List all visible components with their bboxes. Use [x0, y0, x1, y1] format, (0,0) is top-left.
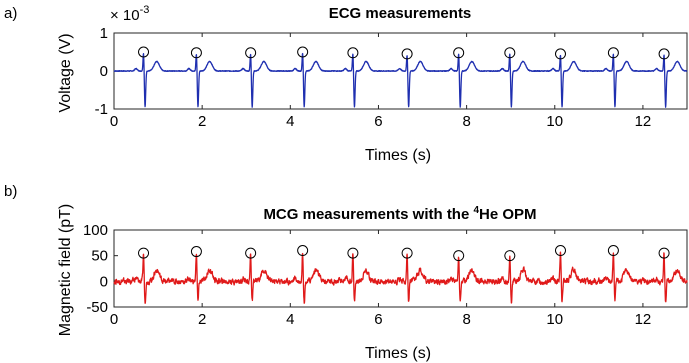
ecg-xtick-label: 10 — [546, 113, 563, 130]
mcg-xlabel: Times (s) — [365, 345, 431, 362]
ecg-peak-marker — [245, 47, 257, 59]
mcg-peak-marker — [504, 250, 516, 262]
ecg-peak-marker — [190, 47, 202, 59]
mcg-xtick-label: 4 — [286, 311, 294, 328]
mcg-series-line — [113, 251, 688, 304]
ecg-xtick-label: 0 — [110, 113, 118, 130]
mcg-peak-marker — [245, 247, 257, 259]
panel-label-b: b) — [4, 183, 17, 200]
ecg-exponent: × 10-3 — [110, 4, 149, 24]
mcg-peak-marker — [401, 247, 413, 259]
ecg-peak-marker — [138, 46, 150, 58]
mcg-peak-marker — [138, 247, 150, 259]
ecg-peak-marker — [554, 48, 566, 60]
mcg-ytick-label: 50 — [91, 248, 108, 265]
ecg-ticks: 0 2 4 6 8 10 12-101 — [95, 25, 652, 130]
ecg-peak-marker — [658, 48, 670, 60]
mcg-xtick-label: 2 — [198, 311, 206, 328]
ecg-xtick-label: 6 — [374, 113, 382, 130]
panel-label-a: a) — [4, 5, 17, 22]
mcg-xtick-label: 0 — [110, 311, 118, 328]
mcg-title-suffix: He OPM — [479, 206, 537, 223]
mcg-ytick-label: -50 — [86, 299, 108, 316]
mcg-ylabel: Magnetic field (pT) — [57, 204, 74, 337]
ecg-title: ECG measurements — [329, 5, 472, 22]
ecg-peak-marker — [504, 47, 516, 59]
mcg-peak-markers — [138, 245, 670, 262]
mcg-peak-marker — [297, 245, 309, 257]
mcg-peak-marker — [607, 245, 619, 257]
mcg-peak-marker — [453, 250, 465, 262]
mcg-title-sup: 4 — [473, 205, 479, 216]
mcg-peak-marker — [554, 245, 566, 257]
mcg-title: MCG measurements with the 4He OPM — [263, 205, 536, 223]
ecg-exponent-base: × 10 — [110, 7, 140, 24]
mcg-peak-marker — [347, 247, 359, 259]
ecg-peak-marker — [297, 46, 309, 58]
mcg-title-prefix: MCG measurements with the — [263, 206, 473, 223]
ecg-ytick-label: 1 — [100, 25, 108, 42]
ecg-peak-markers — [138, 46, 670, 60]
ecg-panel: a) ECG measurements × 10-3 Voltage (V) T… — [4, 4, 688, 164]
ecg-ytick-label: -1 — [95, 101, 108, 118]
ecg-xtick-label: 12 — [635, 113, 652, 130]
ecg-peak-marker — [453, 47, 465, 59]
mcg-peak-marker — [658, 247, 670, 259]
mcg-peak-marker — [190, 246, 202, 258]
mcg-xtick-label: 12 — [635, 311, 652, 328]
ecg-ytick-label: 0 — [100, 63, 108, 80]
mcg-xtick-label: 10 — [546, 311, 563, 328]
ecg-xtick-label: 4 — [286, 113, 294, 130]
mcg-xtick-label: 8 — [462, 311, 470, 328]
ecg-xtick-label: 2 — [198, 113, 206, 130]
ecg-xlabel: Times (s) — [365, 147, 431, 164]
ecg-exponent-power: -3 — [140, 4, 150, 16]
ecg-xtick-label: 8 — [462, 113, 470, 130]
ecg-ylabel: Voltage (V) — [57, 33, 74, 112]
ecg-peak-marker — [401, 48, 413, 60]
ecg-series-line — [113, 52, 688, 108]
mcg-axes-box — [113, 229, 688, 308]
mcg-xtick-label: 6 — [374, 311, 382, 328]
mcg-ytick-label: 0 — [100, 273, 108, 290]
ecg-peak-marker — [607, 47, 619, 59]
mcg-panel: b) MCG measurements with the 4He OPM Mag… — [4, 183, 688, 362]
mcg-ytick-label: 100 — [83, 222, 108, 239]
ecg-peak-marker — [347, 47, 359, 59]
